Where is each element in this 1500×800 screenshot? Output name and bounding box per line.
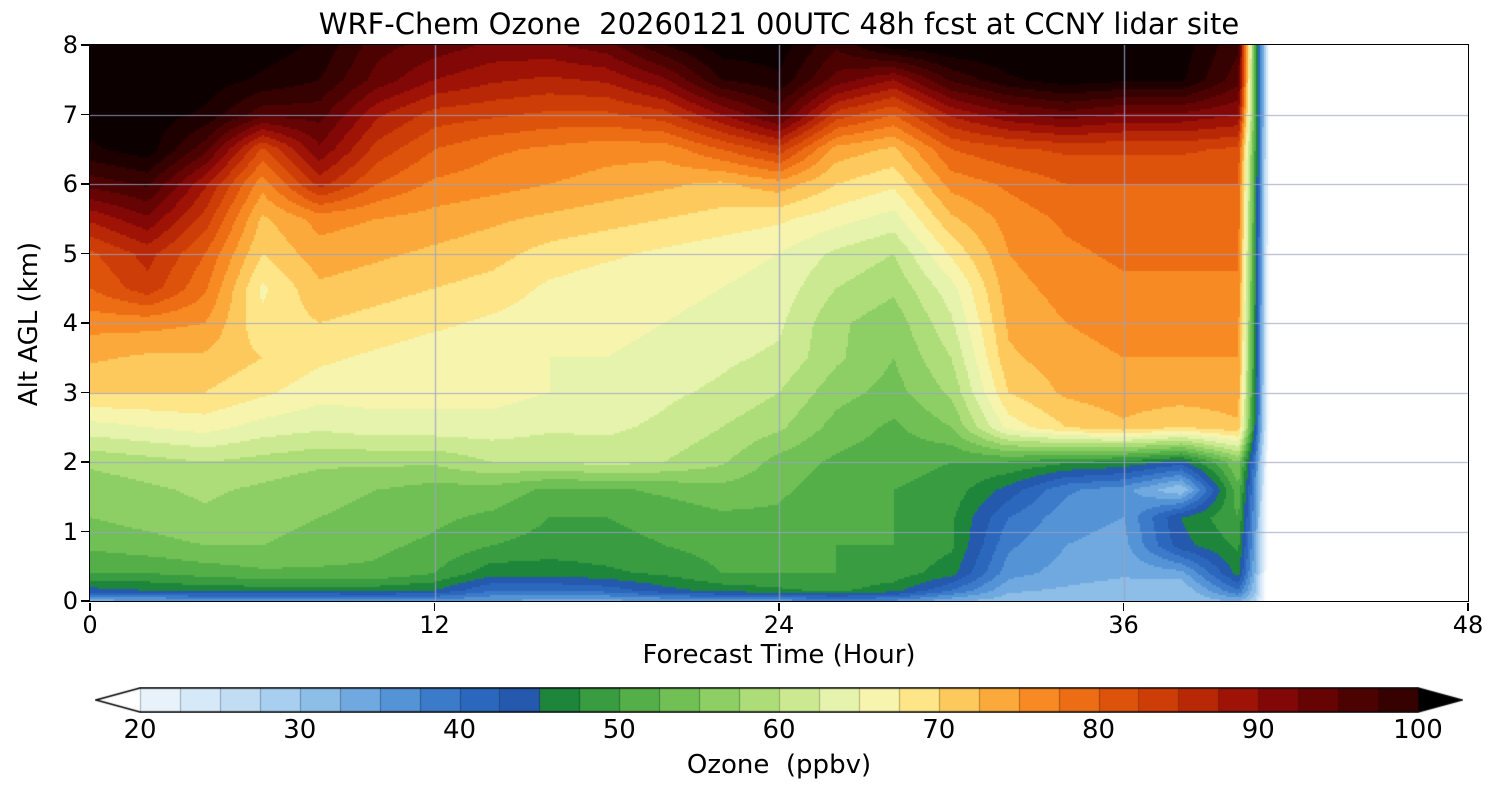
x-tick-label: 12 (419, 611, 450, 639)
x-tick-label: 36 (1108, 611, 1139, 639)
colorbar-tick-label: 90 (1241, 715, 1275, 745)
x-tick-label: 48 (1452, 611, 1484, 639)
colorbar-tick-label: 60 (762, 715, 796, 745)
chart-title: WRF-Chem Ozone 20260121 00UTC 48h fcst a… (318, 7, 1240, 41)
colorbar-tick-label: 50 (602, 715, 636, 745)
y-tick-label: 1 (62, 517, 78, 546)
y-tick-label: 5 (62, 239, 78, 268)
colorbar-label: Ozone (ppbv) (686, 750, 872, 780)
y-tick-mark (80, 461, 89, 463)
plot-area (88, 43, 1469, 602)
heatmap-canvas (89, 44, 1468, 601)
colorbar-tick-label: 20 (123, 715, 157, 745)
y-tick-label: 8 (62, 31, 78, 59)
y-tick-mark (80, 252, 89, 255)
colorbar-tick-label: 80 (1081, 715, 1116, 745)
y-tick-mark (80, 391, 89, 394)
x-tick-mark (89, 602, 91, 611)
y-tick-label: 4 (62, 309, 78, 337)
y-tick-mark (80, 44, 89, 46)
colorbar-tick-label: 40 (442, 715, 477, 745)
colorbar (95, 687, 1463, 713)
y-tick-mark (80, 530, 89, 533)
x-tick-label: 24 (763, 611, 795, 639)
y-tick-label: 2 (62, 448, 78, 476)
x-tick-mark (1122, 602, 1125, 611)
x-tick-mark (778, 602, 780, 611)
y-tick-mark (80, 600, 89, 602)
x-axis-label: Forecast Time (Hour) (642, 640, 916, 670)
y-tick-label: 7 (62, 100, 78, 129)
x-tick-mark (1467, 602, 1469, 611)
y-tick-mark (80, 322, 89, 324)
y-tick-label: 0 (62, 587, 78, 615)
x-tick-label: 0 (82, 611, 98, 639)
colorbar-tick-label: 70 (922, 715, 956, 745)
y-tick-mark (80, 183, 89, 185)
x-tick-mark (433, 602, 436, 611)
y-tick-label: 3 (62, 378, 78, 407)
colorbar-tick-label: 30 (283, 715, 317, 745)
y-tick-mark (80, 113, 89, 116)
y-tick-label: 6 (62, 170, 78, 198)
colorbar-tick-label: 100 (1393, 715, 1443, 745)
